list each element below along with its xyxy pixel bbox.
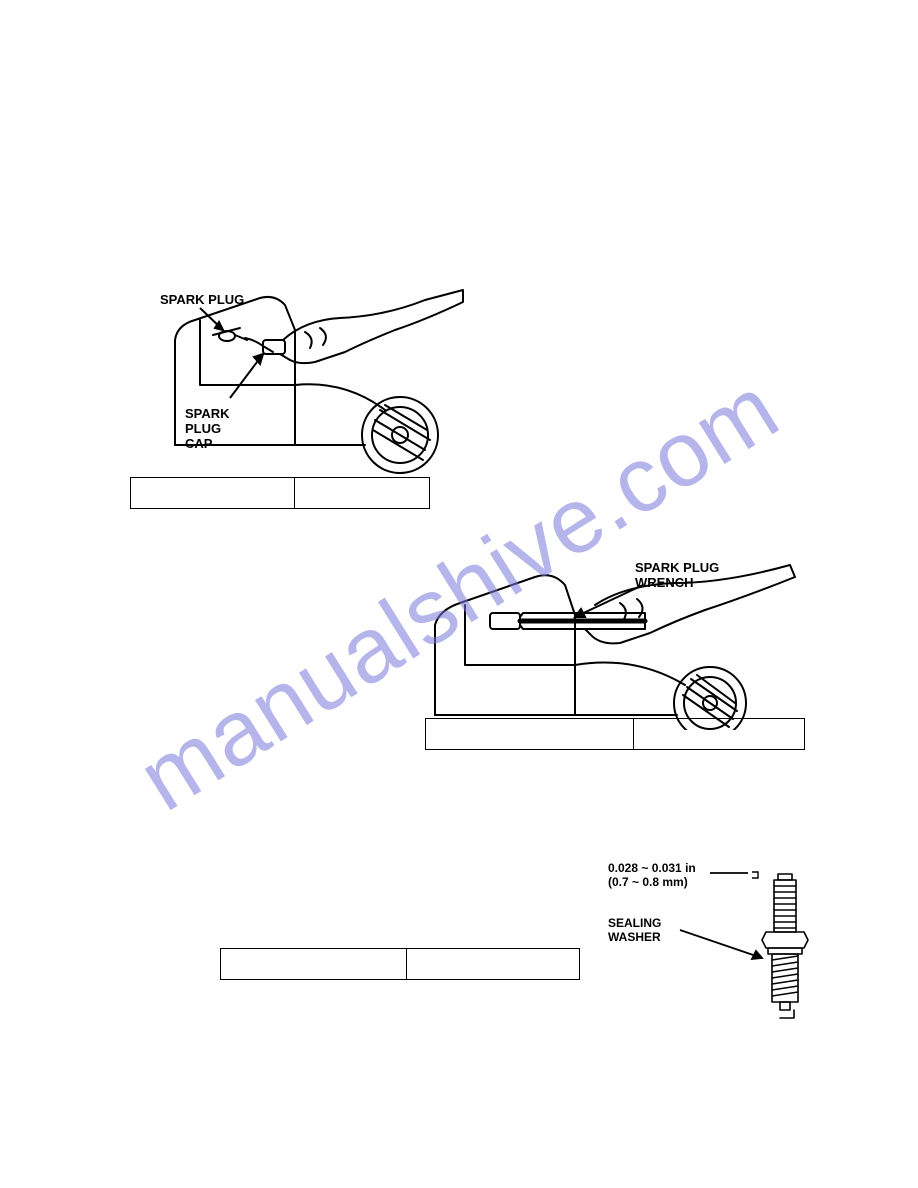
- label-spark-plug-wrench: SPARK PLUG WRENCH: [635, 561, 719, 591]
- table-1-cell-1: [131, 478, 295, 508]
- figure-spark-plug-wrench: [425, 555, 800, 730]
- table-1: [130, 477, 430, 509]
- label-spark-plug-cap: SPARK PLUG CAP: [185, 407, 230, 452]
- label-spark-plug: SPARK PLUG: [160, 293, 244, 308]
- table-1-cell-2: [295, 478, 429, 508]
- label-sealing-washer: SEALING WASHER: [608, 917, 661, 945]
- table-3-cell-2: [407, 949, 579, 979]
- label-gap-spec: 0.028 ~ 0.031 in (0.7 ~ 0.8 mm): [608, 862, 696, 890]
- table-2-cell-1: [426, 719, 634, 749]
- table-3-cell-1: [221, 949, 407, 979]
- table-2-cell-2: [634, 719, 804, 749]
- table-3: [220, 948, 580, 980]
- table-2: [425, 718, 805, 750]
